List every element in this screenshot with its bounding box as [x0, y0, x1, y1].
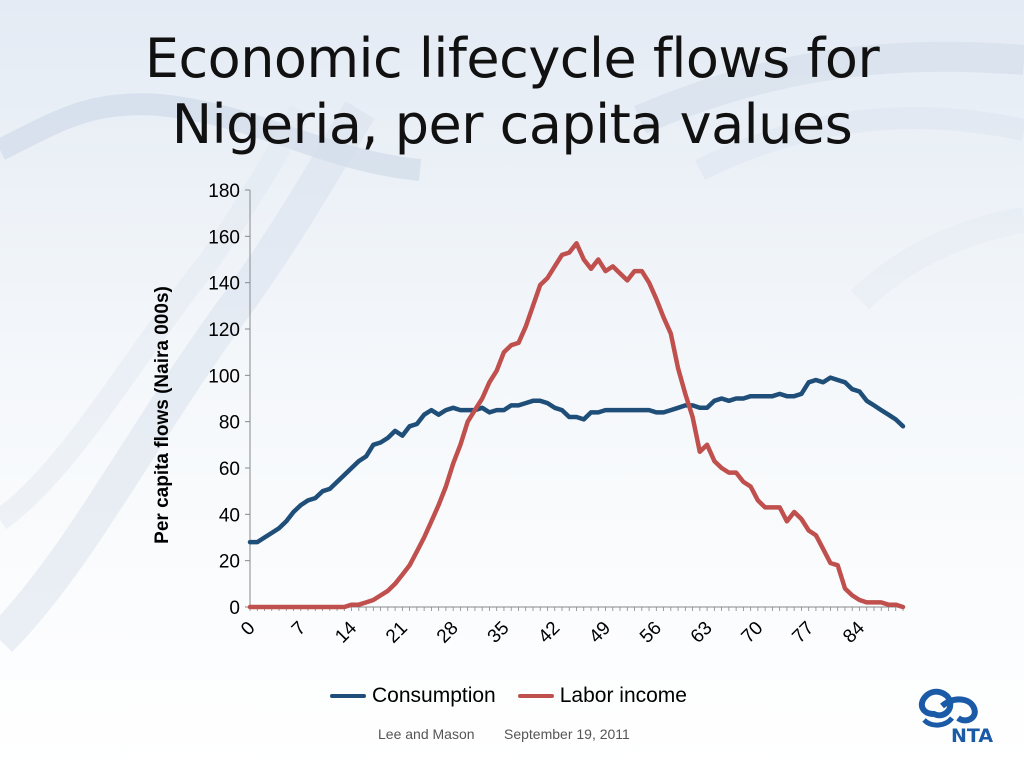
series-line-labor-income	[247, 241, 906, 610]
y-tick-label-160: 160	[208, 227, 240, 248]
x-tick-label-35: 35	[484, 618, 514, 648]
x-tick-label-70: 70	[738, 618, 768, 648]
y-tick-label-0: 0	[229, 598, 240, 619]
y-tick-label-20: 20	[219, 552, 240, 573]
y-tick-label-140: 140	[208, 274, 240, 295]
y-tick-label-60: 60	[219, 459, 240, 480]
x-tick-label-56: 56	[636, 618, 666, 648]
legend-swatch-consumption	[330, 694, 366, 698]
series-line-consumption	[247, 375, 906, 545]
slide-title: Economic lifecycle flows for Nigeria, pe…	[0, 26, 1024, 158]
footer-authors: Lee and Mason	[378, 726, 475, 742]
x-tick-label-28: 28	[433, 618, 463, 648]
x-tick-label-42: 42	[534, 618, 564, 648]
y-tick-label-40: 40	[219, 505, 240, 526]
title-line-2: Nigeria, per capita values	[171, 93, 853, 156]
x-tick-label-63: 63	[687, 618, 717, 648]
nta-logo: NTA	[918, 688, 993, 746]
y-tick-label-80: 80	[219, 413, 240, 434]
x-tick-label-49: 49	[585, 618, 615, 648]
footer-date: September 19, 2011	[504, 726, 630, 742]
legend-item-consumption: Consumption	[330, 684, 496, 708]
legend-swatch-labor-income	[517, 694, 554, 698]
x-tick-label-84: 84	[839, 617, 869, 647]
x-tick-label-14: 14	[331, 617, 361, 647]
title-line-1: Economic lifecycle flows for	[144, 27, 880, 90]
svg-text:NTA: NTA	[951, 725, 993, 746]
x-tick-label-77: 77	[788, 618, 818, 648]
legend-item-labor-income: Labor income	[517, 684, 687, 708]
legend-label-labor-income: Labor income	[559, 684, 687, 707]
x-tick-label-7: 7	[288, 618, 310, 640]
x-tick-label-21: 21	[382, 618, 412, 648]
y-tick-label-180: 180	[208, 181, 240, 202]
y-tick-label-120: 120	[208, 320, 240, 341]
y-tick-label-100: 100	[208, 366, 240, 387]
y-axis-label: Per capita flows (Naira 000s)	[152, 286, 173, 544]
legend-label-consumption: Consumption	[372, 684, 496, 707]
chart-legend: Consumption Labor income	[330, 683, 709, 709]
x-tick-label-0: 0	[237, 618, 259, 640]
